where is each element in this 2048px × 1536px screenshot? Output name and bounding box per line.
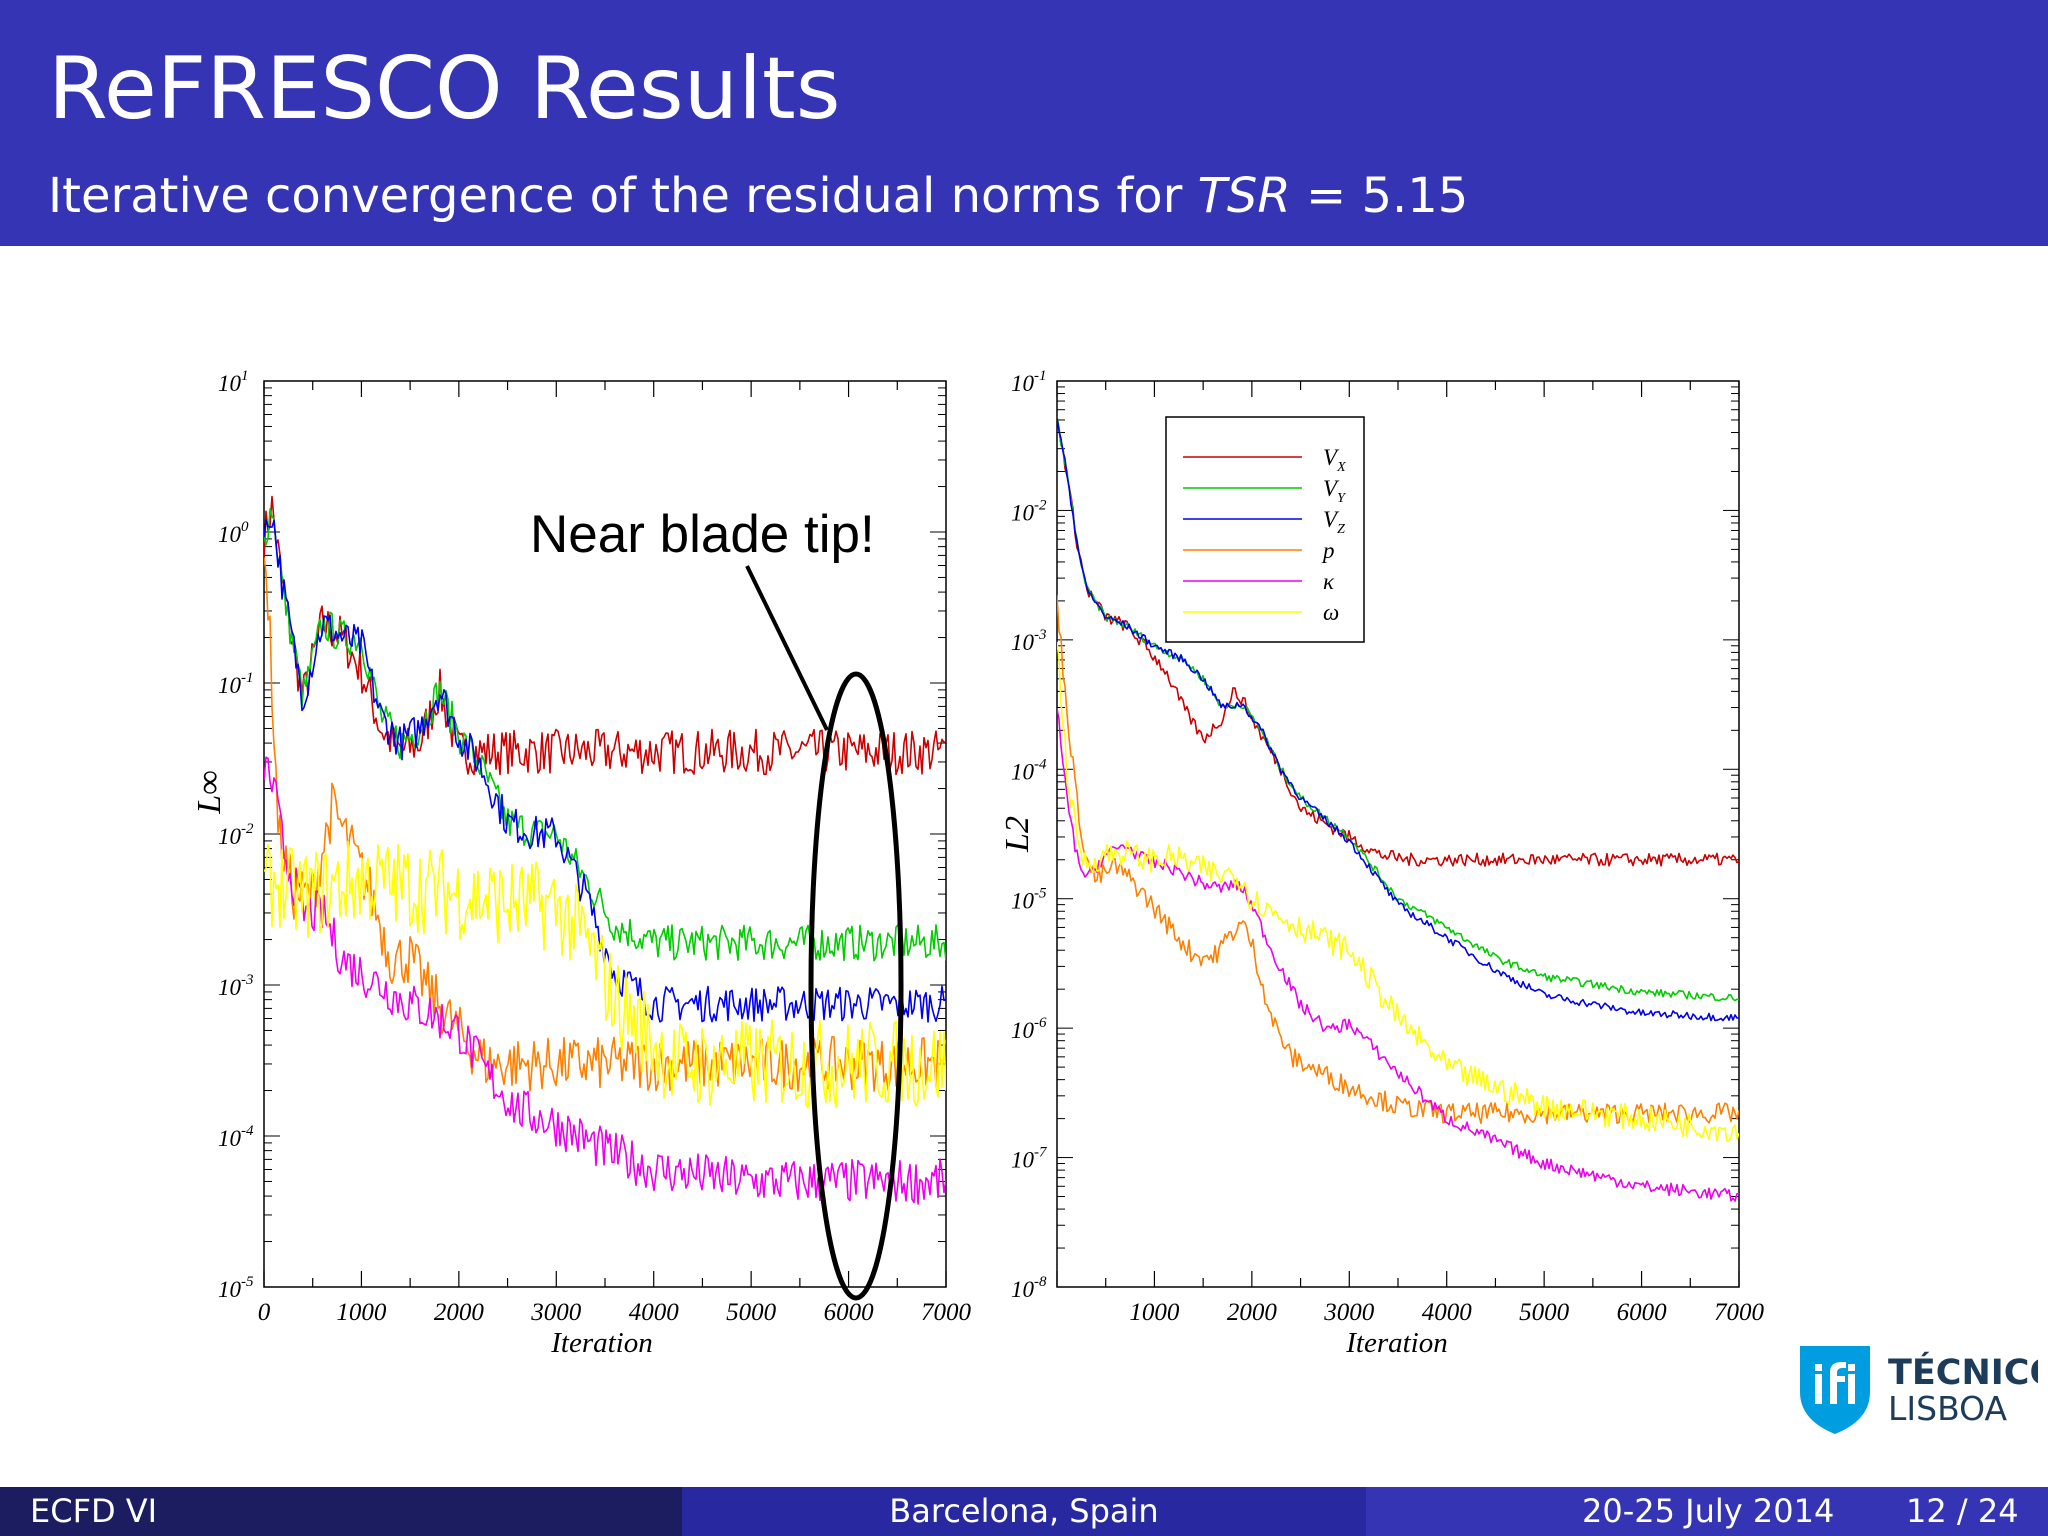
x-tick-label: 6000 [824,1299,875,1326]
footer-event: ECFD VI [30,1492,158,1530]
slide-footer: ECFD VI Barcelona, Spain 20-25 July 2014… [0,1487,2048,1536]
footer-page-number: 12 / 24 [1906,1492,2019,1530]
y-tick-exponent: -1 [241,670,254,686]
y-tick-label: 10-6 [1011,1015,1047,1043]
x-tick-label: 7000 [921,1299,972,1326]
y-tick-label: 10-4 [218,1123,254,1151]
y-tick-exponent: -4 [241,1123,254,1139]
chart-l2-series [1057,416,1739,1202]
x-tick-label: 0 [258,1299,271,1326]
y-tick-label: 10-8 [1011,1274,1047,1302]
chart-l2: 1000 2000 3000 4000 5000 6000 7000 10-8 10-7 10-6… [999,368,1765,1359]
x-tick-label: 4000 [629,1299,680,1326]
y-tick-label: 10-2 [218,821,254,849]
x-tick-label: 3000 [530,1299,582,1326]
y-tick-exponent: -5 [241,1274,254,1290]
series-p [1057,595,1739,1125]
chart-linf-series [264,495,946,1205]
legend-label-k: κ [1323,569,1335,594]
x-tick-label: 6000 [1617,1299,1668,1326]
series-p [264,557,946,1092]
legend-box [1165,416,1365,643]
y-tick-exponent: -5 [1034,886,1047,902]
chart-l2-ticks [1056,381,1740,1288]
series-w [1057,641,1739,1143]
near-blade-tip-annotation: Near blade tip! [530,505,875,564]
legend-subscript: Y [1337,491,1347,506]
tecnico-lisboa-logo: TÉCNICO LISBOA [1800,1346,2038,1434]
y-tick-exponent: -8 [1034,1274,1047,1290]
x-tick-label: 1000 [336,1299,387,1326]
x-tick-label: 4000 [1422,1299,1473,1326]
slide-subtitle: Iterative convergence of the residual no… [48,172,1468,220]
y-tick-exponent: -2 [1034,497,1047,513]
y-tick-exponent: -2 [241,821,254,837]
legend-subscript: X [1336,460,1346,475]
footer-right: 20-25 July 2014 12 / 24 [1366,1487,2048,1536]
chart-linf-ticks [263,381,947,1288]
series-k [264,756,946,1205]
legend-subscript: Z [1337,522,1345,537]
chart-l2-xlabel: Iteration [1345,1327,1448,1359]
slide-title: ReFRESCO Results [48,39,841,139]
annotation-ellipse [808,671,904,1301]
annotation-pointer-line [745,565,829,731]
logo-line2: LISBOA [1888,1389,2008,1428]
legend-label-p: p [1321,538,1335,563]
series-k [1057,708,1739,1202]
x-tick-label: 7000 [1714,1299,1765,1326]
y-tick-label: 100 [218,519,249,547]
plots-canvas: 0 1000 2000 3000 4000 5000 6000 700010-510-410-… [191,368,1765,1359]
subtitle-math-var: TSR [1197,168,1291,224]
logo-line1: TÉCNICO [1888,1351,2038,1393]
x-tick-label: 5000 [1519,1299,1570,1326]
subtitle-math-rest: = 5.15 [1290,168,1469,224]
y-tick-label: 10-4 [1011,756,1047,784]
series-w [264,840,946,1109]
slide-header: ReFRESCO Results Iterative convergence o… [0,0,2048,246]
y-tick-exponent: -4 [1034,756,1047,772]
legend-label-w: ω [1323,600,1339,625]
chart-linf-ylabel: L∞ [191,770,228,814]
footer-left: ECFD VI [0,1487,682,1536]
y-tick-exponent: -3 [1034,627,1047,643]
footer-location: Barcelona, Spain [889,1492,1159,1530]
chart-linf-xlabel: Iteration [550,1327,653,1359]
y-tick-label: 10-2 [1011,497,1047,525]
footer-center: Barcelona, Spain [682,1487,1366,1536]
chart-l2-labels: 1000 2000 3000 4000 5000 6000 7000 10-8 10-7 10-6… [1011,368,1765,1326]
y-tick-label: 101 [218,368,249,396]
subtitle-text: Iterative convergence of the residual no… [48,168,1198,224]
y-tick-exponent: -7 [1034,1145,1048,1161]
y-tick-label: 10-7 [1011,1145,1048,1173]
y-tick-exponent: -3 [241,972,254,988]
chart-l2-ylabel: L2 [999,816,1036,853]
series-Vx [264,495,946,776]
footer-date: 20-25 July 2014 [1582,1492,1835,1530]
x-tick-label: 5000 [726,1299,777,1326]
y-tick-exponent: -1 [1034,368,1047,384]
y-tick-label: 10-5 [218,1274,254,1302]
chart-linf-labels: 0 1000 2000 3000 4000 5000 6000 700010-510-410-… [218,368,972,1326]
x-tick-label: 2000 [1227,1299,1278,1326]
y-tick-label: 10-1 [1011,368,1047,396]
y-tick-label: 10-5 [1011,886,1047,914]
y-tick-exponent: 1 [241,368,249,384]
chart-linf: 0 1000 2000 3000 4000 5000 6000 700010-510-410-… [191,368,972,1359]
x-tick-label: 3000 [1323,1299,1375,1326]
y-tick-exponent: 0 [241,519,249,535]
y-tick-label: 10-1 [218,670,254,698]
x-tick-label: 1000 [1129,1299,1180,1326]
series-Vy [1057,416,1739,1002]
chart-l2-frame [1056,380,1740,1288]
y-tick-label: 10-3 [1011,627,1047,655]
y-tick-exponent: -6 [1034,1015,1047,1031]
series-Vz [1057,417,1739,1022]
x-tick-label: 2000 [434,1299,485,1326]
series-Vz [264,519,946,1023]
series-Vy [264,508,946,962]
y-tick-label: 10-3 [218,972,254,1000]
series-Vx [1057,416,1739,867]
